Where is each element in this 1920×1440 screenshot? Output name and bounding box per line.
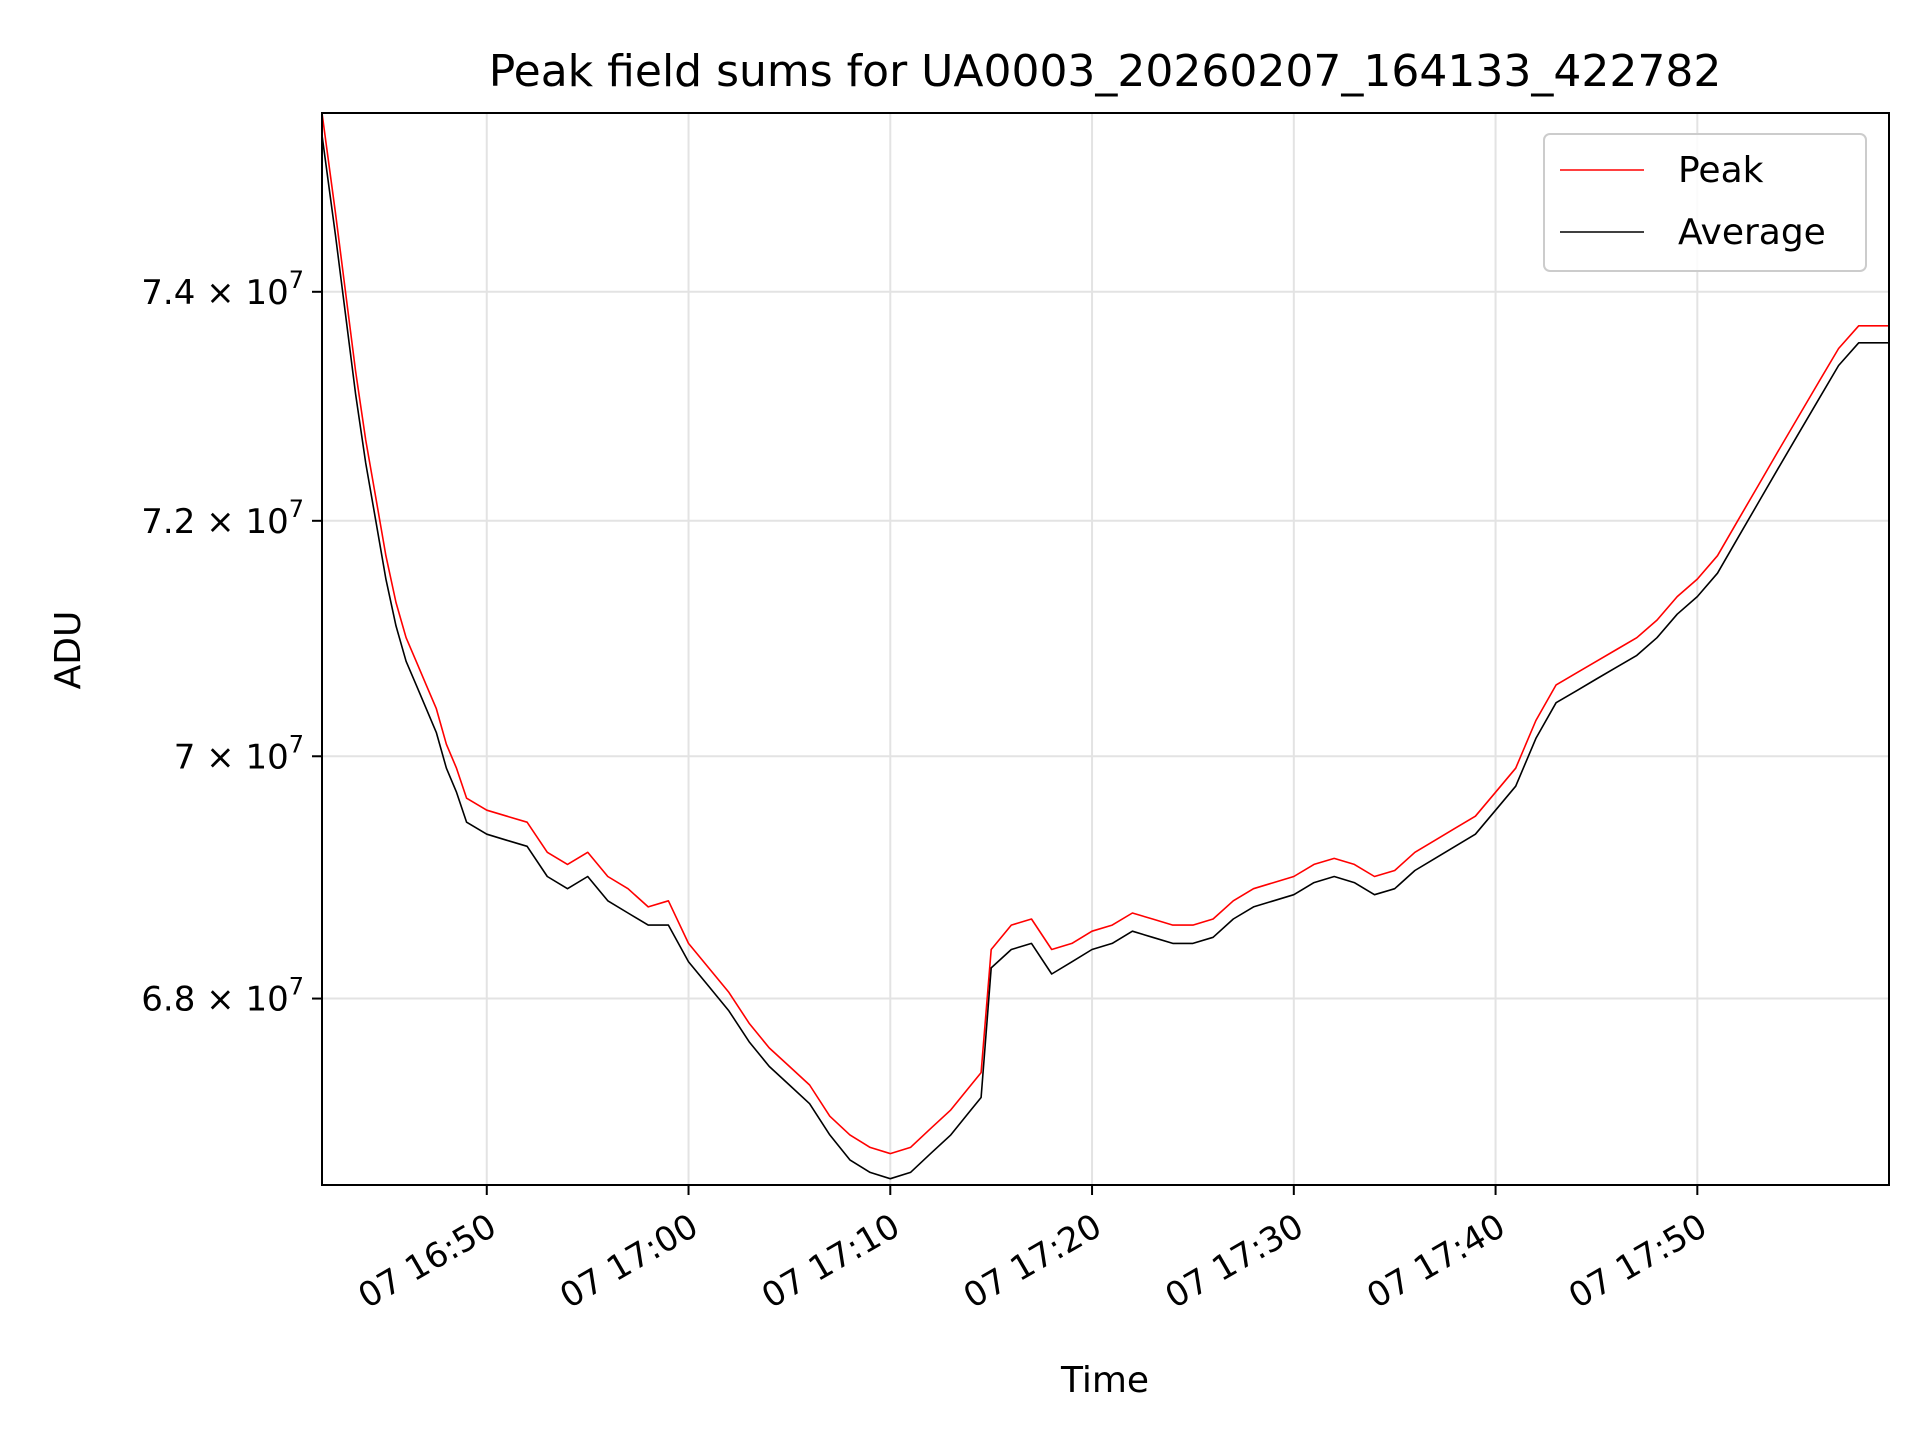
y-tick-label: 6.8 × 107 [141,973,304,1020]
series-layer [321,112,1889,1180]
y-tick-label: 7.2 × 107 [141,495,304,542]
legend-peak-label: Peak [1678,150,1764,191]
plot-frame [321,112,1890,1186]
x-axis-title: Time [1060,1360,1149,1401]
legend-box [1543,133,1867,272]
y-axis: 6.8 × 107 7 × 107 7.2 × 107 7.4 × 107 [141,266,322,1020]
series-line-peak [321,112,1889,1155]
y-tick-label: 7.4 × 107 [141,266,304,313]
legend-average-label: Average [1678,212,1826,253]
chart-title: Peak field sums for UA0003_20260207_1641… [489,46,1722,97]
y-tick-label: 7 × 107 [174,730,304,777]
series-line-average [321,134,1889,1180]
y-axis-title: ADU [48,611,89,690]
grid [322,113,1889,1185]
legend: Peak Average [1543,133,1867,272]
